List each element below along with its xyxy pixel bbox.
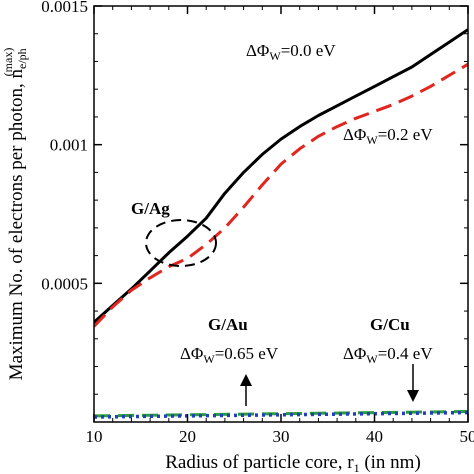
x-axis-title-sub: 1 <box>354 461 360 474</box>
x-tick-label: 30 <box>273 427 290 446</box>
y-tick-label: 0.0005 <box>41 274 88 293</box>
x-tick-label: 10 <box>86 427 103 446</box>
g-ag-ellipse <box>145 219 217 267</box>
x-axis-title-tail: (in nm) <box>360 452 421 473</box>
y-tick-label: 0.001 <box>50 136 88 155</box>
series-line-1 <box>94 62 468 328</box>
x-tick-label: 20 <box>179 427 196 446</box>
series-layer <box>94 28 468 419</box>
y-axis-title-sub: e/ph <box>15 48 29 69</box>
plot-area <box>94 6 468 422</box>
label-g-cu: G/Cu <box>370 315 410 334</box>
y-axis-title: Maximum No. of electrons per photon, ne/… <box>1 48 29 381</box>
ticks-layer: 10 20 30 40 50 0.0005 0.001 0.0015 <box>41 0 474 446</box>
series-line-0 <box>94 28 468 324</box>
label-cu: ΔΦW=0.4 eV <box>343 344 433 366</box>
y-axis-title-sup: (max) <box>1 48 15 77</box>
label-g-au: G/Au <box>208 315 248 334</box>
x-tick-label: 40 <box>366 427 383 446</box>
x-axis-title: Radius of particle core, r1 (in nm) <box>165 452 421 474</box>
label-s0: ΔΦW=0.0 eV <box>246 41 336 63</box>
label-s1: ΔΦW=0.2 eV <box>343 125 433 147</box>
x-tick-label: 50 <box>460 427 474 446</box>
series-line-2 <box>94 410 468 418</box>
label-g-ag: G/Ag <box>131 199 170 218</box>
y-tick-label: 0.0015 <box>41 0 88 16</box>
label-au: ΔΦW=0.65 eV <box>180 344 279 366</box>
